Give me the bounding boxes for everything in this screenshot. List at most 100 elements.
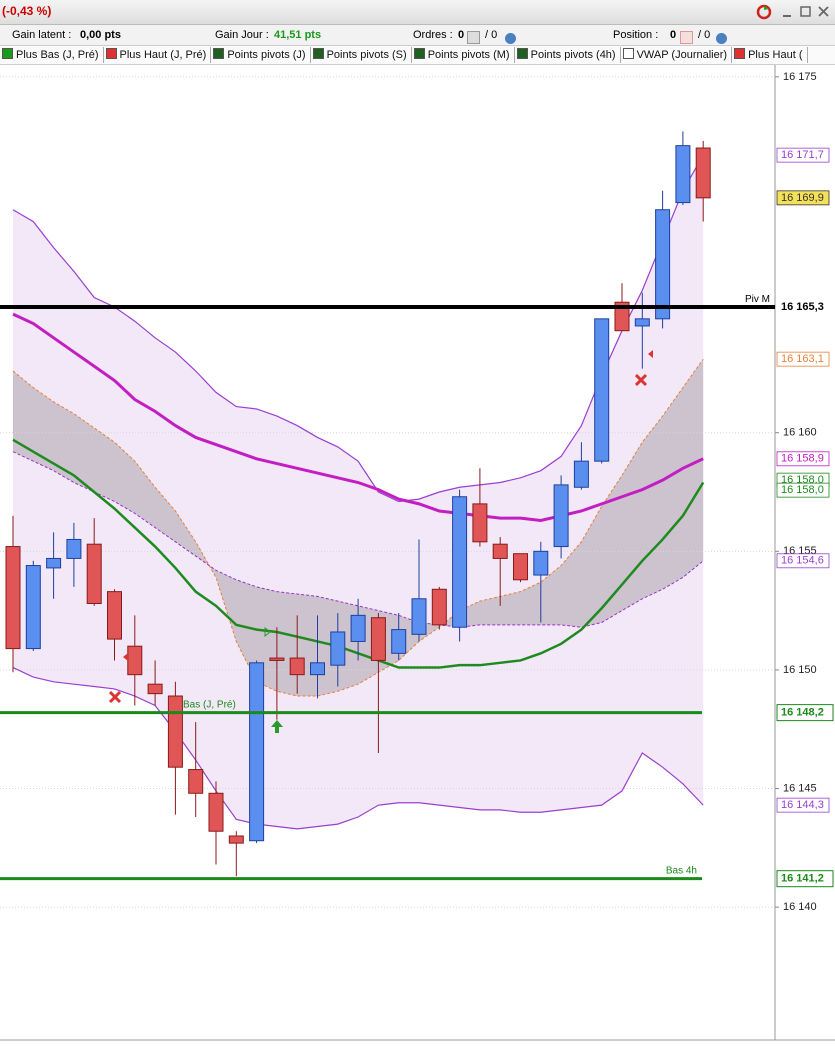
level-tag-box <box>776 870 834 888</box>
candle-body <box>86 543 102 605</box>
candle-body <box>5 546 21 650</box>
signal-marker <box>648 350 653 358</box>
indicator-tab[interactable]: Plus Bas (J, Pré) <box>0 47 104 63</box>
orders-value: 0 <box>458 29 465 41</box>
cancel-orders-icon[interactable] <box>467 31 480 44</box>
candle-body <box>147 683 163 695</box>
orders-settings-icon[interactable] <box>505 33 516 44</box>
tab-label: Plus Bas (J, Pré) <box>16 49 99 61</box>
band-fill <box>13 359 704 697</box>
sync-arrow <box>764 6 769 10</box>
signal-cross <box>634 373 648 387</box>
price-tag-box <box>776 351 830 367</box>
title-bar: (-0,43 %) <box>0 0 835 25</box>
orders-label: Ordres : <box>413 29 453 41</box>
tab-color <box>622 48 634 59</box>
gain-latent-value: 0,00 pts <box>80 29 121 41</box>
candle-body <box>370 617 386 661</box>
candle-body <box>188 769 204 794</box>
candle-body <box>208 792 224 832</box>
tab-label: VWAP (Journalier) <box>636 49 728 61</box>
tab-color <box>413 48 425 59</box>
indicator-line <box>12 154 704 503</box>
candle-body <box>573 460 589 488</box>
close-button[interactable] <box>818 6 829 17</box>
toolbar: Gain latent : 0,00 pts Gain Jour : 41,51… <box>0 25 835 46</box>
position-label: Position : <box>613 29 659 41</box>
indicator-tab[interactable]: Plus Haut ( <box>732 47 808 63</box>
gain-jour-value: 41,51 pts <box>274 29 322 41</box>
candle-body <box>350 614 366 642</box>
candle-body <box>228 835 244 844</box>
price-tag-box <box>776 147 830 163</box>
price-tag: 16 169,9 <box>781 192 824 204</box>
candle-body <box>695 147 711 199</box>
gain-latent-label: Gain latent : <box>12 29 72 41</box>
tab-color <box>312 48 324 59</box>
gain-jour-label: Gain Jour : <box>215 29 269 41</box>
position-settings-icon[interactable] <box>716 33 727 44</box>
indicator-tab[interactable]: Plus Haut (J, Pré) <box>104 47 212 63</box>
candle-body <box>46 557 62 569</box>
candle-body <box>452 496 468 628</box>
indicator-line <box>12 358 704 697</box>
price-tag-box <box>776 553 830 569</box>
tab-color <box>734 48 746 59</box>
candle-body <box>513 553 528 581</box>
indicator-tab[interactable]: Points pivots (M) <box>412 47 515 63</box>
candle-body <box>25 565 41 650</box>
y-tick-label: 16 175 <box>783 71 817 83</box>
y-tick-label: 16 145 <box>783 782 817 794</box>
y-tick-label: 16 150 <box>783 664 817 676</box>
tab-label: Points pivots (M) <box>427 49 510 61</box>
price-tag: 16 154,6 <box>781 555 824 567</box>
candle-body <box>655 209 671 320</box>
candle-body <box>289 657 305 676</box>
y-tick-label: 16 160 <box>783 427 817 439</box>
candle-body <box>472 503 488 543</box>
band-fill <box>13 155 704 829</box>
candle-body <box>614 301 630 332</box>
indicator-tabs: Plus Bas (J, Pré) Plus Haut (J, Pré) Point… <box>0 46 835 65</box>
price-tag: 16 171,7 <box>781 149 824 161</box>
price-tag: 16 158,9 <box>781 453 824 465</box>
signal-arrow <box>271 720 283 733</box>
level-name: Piv M <box>745 294 770 305</box>
tab-color <box>2 48 13 59</box>
price-tag: 16 158,0 <box>781 484 824 496</box>
indicator-tab[interactable]: VWAP (Journalier) <box>621 47 733 63</box>
level-tag-box <box>777 298 833 315</box>
y-tick-label: 16 140 <box>783 901 817 913</box>
candle-body <box>553 484 569 548</box>
level-name: Bas 4h <box>666 866 697 877</box>
tab-label: Plus Haut (J, Pré) <box>119 49 207 61</box>
indicator-tab[interactable]: Points pivots (4h) <box>515 47 621 63</box>
candle-body <box>310 662 325 676</box>
window-controls <box>756 4 829 20</box>
level-name: Bas (J, Pré) <box>183 700 236 711</box>
position-total: / 0 <box>698 29 711 41</box>
indicator-tab[interactable]: Points pivots (S) <box>311 47 412 63</box>
candle-body <box>492 543 508 559</box>
tab-color <box>105 48 117 59</box>
maximize-button[interactable] <box>800 6 811 17</box>
price-tag: 16 163,1 <box>781 353 824 365</box>
price-tag: 16 144,3 <box>781 799 824 811</box>
candle-body <box>675 145 691 204</box>
level-tag: 16 165,3 <box>781 301 824 313</box>
candle-body <box>249 662 265 842</box>
candle-body <box>66 538 82 559</box>
close-position-icon[interactable] <box>680 31 693 44</box>
tab-label: Points pivots (4h) <box>530 49 616 61</box>
candle-body <box>634 318 650 327</box>
tab-color <box>213 48 225 59</box>
price-tag-box <box>776 190 830 206</box>
candle-body <box>431 588 447 626</box>
tab-color <box>516 48 528 59</box>
indicator-line <box>12 312 704 522</box>
signal-marker <box>123 653 128 661</box>
indicator-tab[interactable]: Points pivots (J) <box>211 47 311 63</box>
